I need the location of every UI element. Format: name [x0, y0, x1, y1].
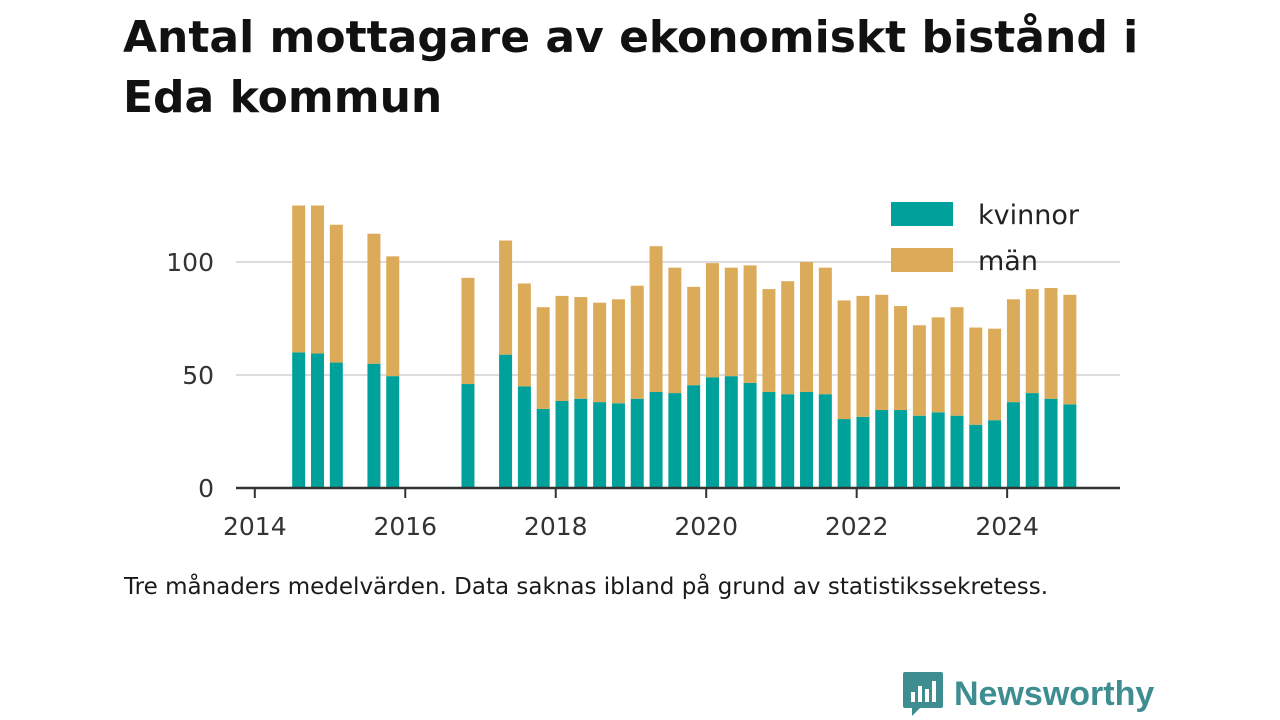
- bar-kvinnor: [969, 424, 983, 488]
- newsworthy-logo-icon: [903, 672, 943, 716]
- x-tick-label: 2014: [223, 512, 287, 541]
- bar-man: [1044, 287, 1058, 399]
- bar-kvinnor: [856, 416, 870, 488]
- bar-kvinnor: [875, 410, 889, 488]
- bar-man: [668, 267, 682, 394]
- bar-kvinnor: [724, 376, 738, 488]
- brand-name: Newsworthy: [954, 674, 1155, 713]
- newsworthy-logo[interactable]: Newsworthy: [902, 670, 1154, 718]
- bar-man: [292, 205, 306, 353]
- bar-man: [536, 307, 550, 409]
- bar-man: [969, 327, 983, 425]
- x-tick-label: 2020: [674, 512, 738, 541]
- bar-man: [687, 286, 701, 386]
- bar-kvinnor: [555, 400, 569, 488]
- bar-man: [1063, 294, 1077, 405]
- bar-kvinnor: [668, 393, 682, 488]
- legend: kvinnor män: [891, 200, 1080, 277]
- bar-man: [705, 263, 719, 378]
- x-tick-label: 2024: [975, 512, 1039, 541]
- bar-kvinnor: [311, 353, 325, 488]
- bar-kvinnor: [1044, 398, 1058, 488]
- bar-man: [988, 328, 1002, 421]
- chart-caption: Tre månaders medelvärden. Data saknas ib…: [124, 574, 1049, 600]
- bar-man: [611, 299, 625, 404]
- bar-man: [800, 262, 814, 392]
- y-tick-label: 0: [198, 474, 214, 503]
- bar-kvinnor: [687, 385, 701, 488]
- bar-kvinnor: [988, 420, 1002, 488]
- bar-man: [950, 307, 964, 416]
- bar-man: [329, 224, 343, 363]
- bar-kvinnor: [367, 363, 381, 488]
- bar-kvinnor: [743, 382, 757, 488]
- x-tick-label: 2018: [524, 512, 588, 541]
- bar-man: [555, 295, 569, 401]
- x-tick-label: 2022: [825, 512, 889, 541]
- bar-kvinnor: [912, 415, 926, 488]
- bar-man: [931, 317, 945, 413]
- bar-man: [762, 289, 776, 392]
- bar-kvinnor: [1006, 402, 1020, 488]
- bar-man: [1025, 289, 1039, 394]
- bar-kvinnor: [894, 410, 908, 488]
- bar-man: [818, 267, 832, 395]
- bar-man: [593, 302, 607, 403]
- bar-man: [367, 233, 381, 364]
- bar-kvinnor: [499, 354, 513, 488]
- y-tick-label: 50: [182, 361, 214, 390]
- bar-man: [649, 246, 663, 392]
- bar-kvinnor: [574, 398, 588, 488]
- x-axis: 2014 2016 2018 2020 2022 2024: [223, 486, 1120, 541]
- bar-kvinnor: [818, 394, 832, 488]
- bar-man: [517, 283, 531, 387]
- bar-kvinnor: [1025, 393, 1039, 488]
- bar-kvinnor: [649, 391, 663, 488]
- bar-man: [837, 300, 851, 420]
- bar-kvinnor: [386, 376, 400, 488]
- bar-kvinnor: [781, 394, 795, 488]
- bar-kvinnor: [800, 391, 814, 488]
- chart-title: Antal mottagare av ekonomiskt bistånd i …: [123, 12, 1139, 123]
- bar-man: [574, 297, 588, 399]
- bar-kvinnor: [329, 362, 343, 488]
- bar-kvinnor: [292, 352, 306, 488]
- bar-man: [386, 256, 400, 377]
- bar-man: [781, 281, 795, 395]
- bar-kvinnor: [705, 377, 719, 488]
- legend-swatch-man: [891, 248, 953, 272]
- bar-kvinnor: [1063, 404, 1077, 488]
- bar-kvinnor: [461, 384, 475, 488]
- y-tick-label: 100: [166, 248, 214, 277]
- bar-man: [894, 306, 908, 411]
- bar-kvinnor: [630, 398, 644, 488]
- bars: [292, 205, 1077, 488]
- bar-man: [875, 294, 889, 411]
- bar-kvinnor: [950, 415, 964, 488]
- bar-man: [499, 240, 513, 355]
- bar-man: [856, 295, 870, 417]
- bar-kvinnor: [593, 402, 607, 488]
- bar-man: [311, 205, 325, 354]
- bar-kvinnor: [762, 391, 776, 488]
- bar-man: [912, 325, 926, 416]
- bar-kvinnor: [931, 412, 945, 488]
- x-tick-label: 2016: [373, 512, 437, 541]
- legend-label-man: män: [978, 246, 1038, 277]
- legend-swatch-kvinnor: [891, 202, 953, 226]
- bar-kvinnor: [517, 386, 531, 488]
- bar-kvinnor: [611, 403, 625, 488]
- legend-label-kvinnor: kvinnor: [978, 200, 1080, 231]
- bar-man: [461, 277, 475, 385]
- y-axis: 0 50 100: [166, 248, 214, 503]
- bar-man: [1006, 299, 1020, 403]
- bar-man: [724, 267, 738, 377]
- bar-man: [743, 265, 757, 383]
- bar-kvinnor: [536, 408, 550, 488]
- bar-man: [630, 285, 644, 399]
- bar-kvinnor: [837, 419, 851, 488]
